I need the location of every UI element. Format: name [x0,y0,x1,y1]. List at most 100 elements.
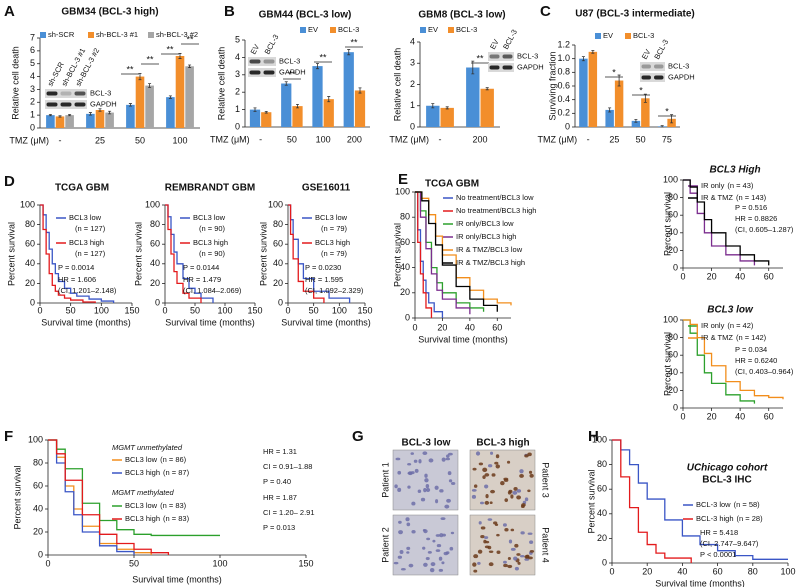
nucleus [512,490,518,495]
error-bar [128,103,132,107]
chart-title: GBM8 (BCL-3 low) [418,10,505,21]
nucleus [516,553,521,556]
y-tick-label: 80 [400,212,410,222]
nucleus [503,560,507,564]
nucleus [422,451,428,455]
nucleus [445,457,451,461]
x-tick-label: 200 [472,134,487,144]
significance-label: ** [146,54,154,64]
error-bar [485,87,489,91]
stat-label: P = 0.034 [735,345,767,354]
legend-heading: MGMT unmethylated [112,443,183,452]
nucleus [487,545,492,550]
y-tick-label: 0.8 [557,67,570,77]
chart-title: TCGA GBM [55,183,109,194]
legend-label: IR & TMZ/BCL3 high [456,258,525,267]
nucleus [434,485,439,490]
x-tick-label: 40 [735,271,745,281]
x-tick-label: 200 [347,134,362,144]
bar [175,56,185,128]
bar [323,99,334,127]
blot-strip [488,63,514,72]
nucleus [411,529,416,534]
y-tick-label: 100 [663,314,678,324]
blot-band [489,65,500,70]
survival-curve [415,191,444,318]
panel-label: D [4,173,15,190]
legend-label: BCL3 high [69,238,104,247]
nucleus [425,484,430,489]
x-tick-label: 100 [316,134,331,144]
legend-label: BCL3 high [193,238,228,247]
nucleus [411,501,416,506]
nucleus [399,549,404,554]
error-bar [296,103,299,109]
legend-label: BCL3 high [125,468,160,477]
x-tick-label: 60 [492,322,502,332]
legend-label: IR only/BCL3 high [456,232,516,241]
nucleus [422,546,426,550]
x-tick-label: 50 [135,135,145,145]
legend-label: BCL-3 [456,25,477,34]
x-tick-label: 40 [735,411,745,421]
x-tick-label: 150 [124,305,139,315]
x-tick-label: 0 [680,271,685,281]
nucleus [446,454,450,458]
x-tick-label: - [59,135,62,145]
nucleus [503,477,509,481]
bar [249,109,261,127]
legend-swatch [88,32,94,38]
y-tick-label: 40 [273,258,283,268]
nucleus [418,459,422,464]
significance-label: ** [166,44,174,54]
blot-band [263,59,275,64]
y-tick-label: 5 [30,58,35,68]
nucleus [397,555,403,559]
blot-band [654,64,664,69]
nucleus [524,558,530,561]
blot-lane-label: EV [488,38,501,51]
y-tick-label: 20 [597,533,607,543]
x-tick-label: - [587,134,590,144]
nucleus [473,554,479,559]
legend-swatch [420,27,426,33]
blot-band-label: BCL-3 [90,88,111,97]
survival-curve [612,439,692,563]
significance-label: ** [319,52,327,62]
error-bar [148,83,152,88]
blot-lane-label: BCL-3 [263,33,281,56]
nucleus [423,488,427,493]
y-axis-label: Surviving fraction [547,51,557,120]
y-tick-label: 1.0 [557,53,570,63]
stat-label: P = 0.0014 [58,263,94,272]
nucleus [519,555,525,558]
error-bar [445,106,449,110]
nucleus [490,451,494,455]
x-tick-label: 150 [357,305,372,315]
error-bar [643,93,647,103]
error-bar [168,95,172,99]
stat-label: HR = 1.87 [263,493,297,502]
y-tick-label: 100 [20,199,35,209]
y-tick-label: 2 [30,97,35,107]
x-tick-label: 0 [37,305,42,315]
nucleus [488,562,494,567]
error-bar [358,87,362,94]
legend-swatch [40,32,46,38]
x-tick-label: 20 [642,566,652,576]
nucleus [525,554,530,559]
nucleus [471,494,477,499]
y-tick-label: 80 [150,219,160,229]
legend-swatch [148,32,154,38]
bar [261,112,272,127]
blot-band [641,75,651,80]
x-tick-label: 0 [285,305,290,315]
y-tick-label: 60 [668,210,678,220]
x-tick-label: 0 [412,322,417,332]
y-tick-label: 80 [33,457,43,467]
blot-lane-label: BCL-3 [652,38,670,61]
y-tick-label: 5 [235,34,240,44]
x-tick-label: 25 [609,134,619,144]
y-tick-label: 6 [30,45,35,55]
y-tick-label: 20 [150,278,160,288]
